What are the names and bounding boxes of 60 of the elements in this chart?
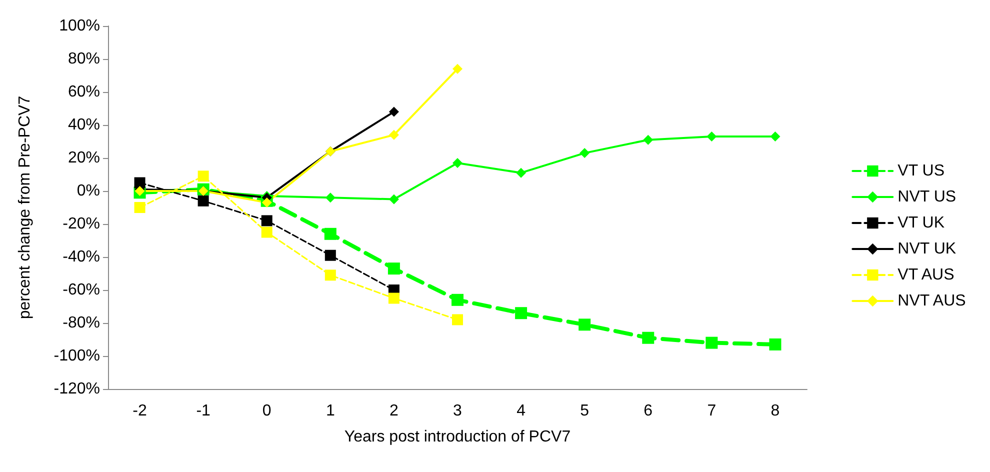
point <box>643 134 654 145</box>
y-tick-label: 80% <box>68 50 100 68</box>
y-tick-label: 40% <box>68 116 100 134</box>
y-tick-label: -100% <box>54 348 100 364</box>
legend-label: NVT AUS <box>898 292 966 310</box>
point <box>388 292 400 304</box>
x-tick-label: -1 <box>196 402 211 420</box>
x-tick-label: 0 <box>262 402 272 420</box>
point <box>769 338 782 350</box>
point <box>388 194 399 204</box>
x-tick-label: 6 <box>644 402 653 420</box>
legend-label: VT AUS <box>898 266 954 284</box>
point <box>261 215 272 226</box>
legend-label: VT UK <box>898 214 945 232</box>
legend-label: NVT UK <box>898 240 956 258</box>
y-tick-label: -80% <box>62 314 100 332</box>
point <box>325 192 336 203</box>
y-tick-label: -60% <box>62 282 100 298</box>
y-axis-title: percent change from Pre-PCV7 <box>16 96 34 320</box>
x-axis-title: Years post introduction of PCV7 <box>344 428 571 446</box>
point <box>388 262 400 275</box>
x-tick-label: 8 <box>770 402 780 420</box>
point <box>134 202 146 213</box>
point <box>261 226 272 238</box>
point <box>515 307 528 320</box>
point <box>706 132 717 142</box>
x-tick-label: -2 <box>132 402 147 420</box>
point <box>770 132 780 142</box>
point <box>324 270 336 281</box>
x-tick-label: 5 <box>580 402 590 420</box>
point <box>452 64 462 74</box>
legend-label: NVT US <box>898 188 956 206</box>
x-tick-label: 4 <box>516 402 526 420</box>
point <box>388 106 399 117</box>
point <box>580 148 590 158</box>
y-tick-label: 0% <box>76 182 100 200</box>
point <box>452 294 464 306</box>
point <box>388 130 399 140</box>
point <box>452 158 462 168</box>
point <box>198 195 209 206</box>
point <box>198 170 209 182</box>
point <box>324 228 336 240</box>
point <box>452 314 463 326</box>
x-tick-label: 1 <box>326 402 335 420</box>
y-tick-label: 100% <box>59 18 100 34</box>
y-tick-label: 20% <box>68 150 100 166</box>
legend-label: VT US <box>898 162 944 180</box>
y-tick-label: -40% <box>62 248 100 266</box>
y-tick-label: -120% <box>54 380 100 398</box>
x-tick-label: 2 <box>390 402 398 420</box>
point <box>642 332 654 344</box>
point <box>516 168 526 178</box>
point <box>262 198 272 208</box>
y-tick-label: -20% <box>62 216 100 232</box>
x-tick-label: 3 <box>453 402 462 420</box>
y-tick-label: 60% <box>68 84 100 100</box>
point <box>578 318 591 331</box>
point <box>324 250 336 261</box>
point <box>706 336 718 349</box>
x-tick-label: 7 <box>707 402 716 420</box>
